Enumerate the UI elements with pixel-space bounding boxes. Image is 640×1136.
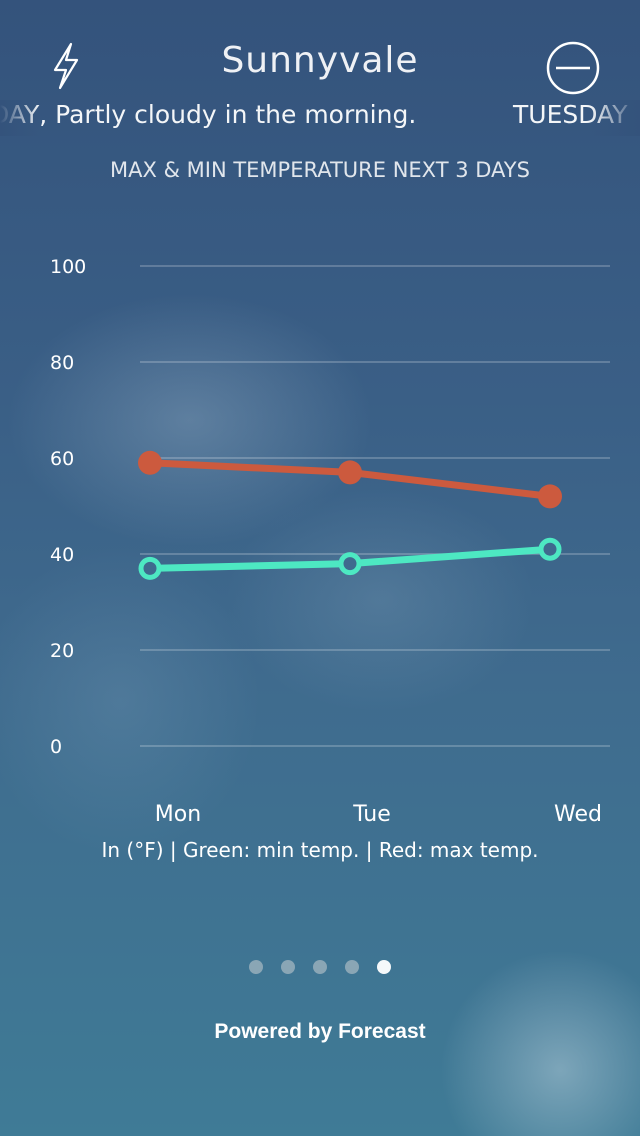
data-point <box>338 552 362 576</box>
ticker-fade-left <box>0 100 40 136</box>
y-tick-label: 60 <box>50 448 74 470</box>
page-dot[interactable] <box>345 960 359 974</box>
section-title: MAX & MIN TEMPERATURE NEXT 3 DAYS <box>110 158 530 182</box>
minus-circle-icon[interactable] <box>545 40 601 96</box>
chart-legend: In (°F) | Green: min temp. | Red: max te… <box>101 838 539 862</box>
powered-by-link[interactable]: Powered by Forecast <box>214 1020 426 1043</box>
page-dot[interactable] <box>377 960 391 974</box>
page-dot[interactable] <box>281 960 295 974</box>
data-point <box>138 556 162 580</box>
y-tick-label: 20 <box>50 640 74 662</box>
data-point <box>538 537 562 561</box>
y-tick-label: 40 <box>50 544 74 566</box>
y-tick-label: 80 <box>50 352 74 374</box>
page-dot[interactable] <box>249 960 263 974</box>
ticker-text: DAY, Partly cloudy in the morning. <box>0 100 417 129</box>
lightning-icon[interactable] <box>44 40 88 92</box>
x-tick-label: Wed <box>554 802 602 827</box>
ticker-fade-right <box>590 100 640 136</box>
data-point <box>338 460 362 485</box>
page-indicator[interactable] <box>0 960 640 976</box>
page-dot[interactable] <box>313 960 327 974</box>
top-bar: Sunnyvale <box>0 30 640 106</box>
x-tick-label: Tue <box>352 802 391 827</box>
forecast-ticker: DAY, Partly cloudy in the morning. TUESD… <box>0 100 640 136</box>
temperature-chart: 100 80 60 40 20 0 Mon Tue Wed <box>50 256 610 827</box>
y-tick-label: 100 <box>50 256 86 278</box>
y-tick-label: 0 <box>50 736 62 758</box>
data-point <box>138 450 162 475</box>
city-title: Sunnyvale <box>221 40 419 81</box>
x-tick-label: Mon <box>155 802 201 827</box>
data-point <box>538 484 562 509</box>
